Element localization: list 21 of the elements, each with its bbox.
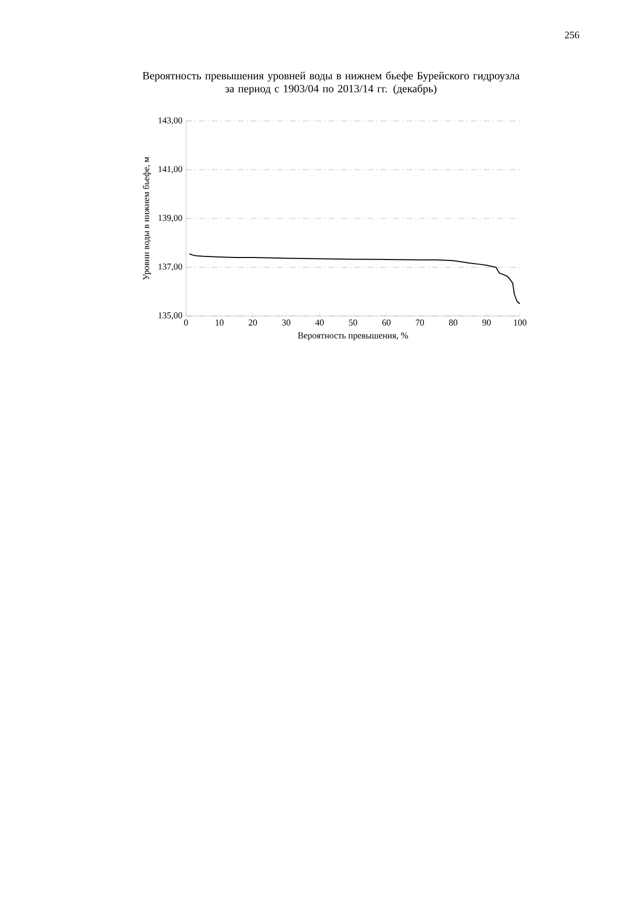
y-axis-title: Уровни воды в нижнем бьефе, м <box>142 156 151 280</box>
x-tick-label: 40 <box>315 320 324 326</box>
y-tick-label: 141,00 <box>158 166 182 174</box>
x-tick-label: 20 <box>248 320 257 326</box>
chart-title: Вероятность превышения уровней воды в нижнем бьефе Бурейского гидроузла за период с 1903/04 по 2013/14 гг. (декабрь) <box>142 71 520 95</box>
x-axis-title: Вероятность превышения, % <box>298 332 408 340</box>
x-tick-label: 90 <box>482 320 491 326</box>
line-series <box>188 253 520 304</box>
x-tick-label: 100 <box>514 320 526 326</box>
x-tick-label: 0 <box>184 320 188 326</box>
x-tick-label: 70 <box>416 320 424 326</box>
y-tick-label: 143,00 <box>158 117 182 125</box>
y-tick-label: 137,00 <box>158 264 182 271</box>
x-tick-label: 50 <box>349 320 358 326</box>
y-tick-label: 135,00 <box>158 312 182 320</box>
x-tick-label: 10 <box>216 320 224 326</box>
y-tick-label: 139,00 <box>158 214 182 222</box>
x-tick-label: 30 <box>282 320 290 326</box>
text: 256 <box>564 32 580 38</box>
x-tick-label: 60 <box>382 320 391 326</box>
x-tick-label: 80 <box>449 320 458 326</box>
